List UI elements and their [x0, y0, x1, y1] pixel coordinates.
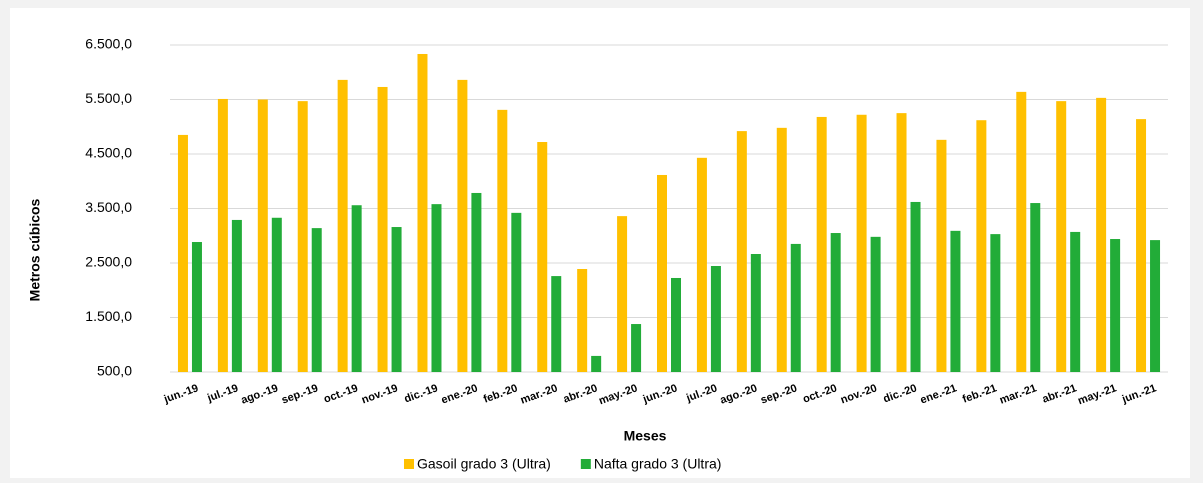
bar [870, 236, 881, 372]
y-tick-label: 2.500,0 [85, 254, 132, 270]
bar [391, 227, 402, 372]
bar [577, 268, 588, 372]
bar [537, 142, 548, 372]
bar [257, 99, 268, 372]
bar [1030, 203, 1041, 372]
bar [696, 157, 707, 372]
bar [1070, 231, 1081, 372]
bar [736, 131, 747, 372]
bar [1056, 101, 1067, 372]
legend-label: Gasoil grado 3 (Ultra) [417, 456, 551, 472]
bar [776, 127, 787, 372]
bar [617, 216, 628, 372]
bar [990, 234, 1001, 372]
bar [671, 277, 681, 372]
bar [497, 109, 508, 372]
bar [591, 355, 602, 372]
bar [1136, 119, 1147, 373]
bar [1016, 91, 1027, 373]
bar [471, 192, 482, 372]
x-axis-title: Meses [624, 428, 667, 444]
bar [936, 139, 947, 372]
bar [896, 113, 907, 372]
bar [1110, 239, 1121, 372]
bar [657, 174, 667, 372]
bar [177, 134, 188, 372]
bar [830, 233, 841, 372]
bar [511, 212, 522, 372]
bar [910, 201, 921, 372]
bar [377, 86, 388, 372]
bar [790, 243, 801, 372]
y-axis-title: Metros cúbicos [27, 198, 43, 301]
bar [431, 204, 442, 372]
bar [191, 242, 202, 372]
y-tick-label: 4.500,0 [85, 145, 132, 161]
bar [950, 230, 961, 372]
bar [856, 114, 867, 372]
bar [976, 120, 987, 373]
legend-swatch [404, 459, 414, 469]
y-tick-label: 6.500,0 [85, 36, 132, 52]
bar [816, 116, 827, 372]
bar [457, 79, 468, 372]
bar [297, 101, 308, 372]
bar [351, 205, 362, 372]
bar [417, 53, 428, 373]
bar [1096, 97, 1107, 373]
bar [750, 254, 761, 372]
bar [631, 324, 642, 372]
bar [337, 79, 348, 372]
legend-swatch [580, 459, 591, 469]
y-tick-label: 3.500,0 [85, 199, 132, 215]
bar [311, 228, 322, 372]
y-tick-label: 5.500,0 [85, 90, 132, 106]
legend-label: Nafta grado 3 (Ultra) [594, 456, 722, 472]
bar [710, 265, 721, 372]
y-tick-label: 1.500,0 [85, 308, 132, 324]
bar [231, 219, 242, 372]
bar [271, 217, 282, 372]
bar [217, 98, 228, 372]
y-tick-label: 500,0 [97, 363, 132, 379]
bar [551, 276, 562, 372]
bar [1150, 240, 1161, 372]
